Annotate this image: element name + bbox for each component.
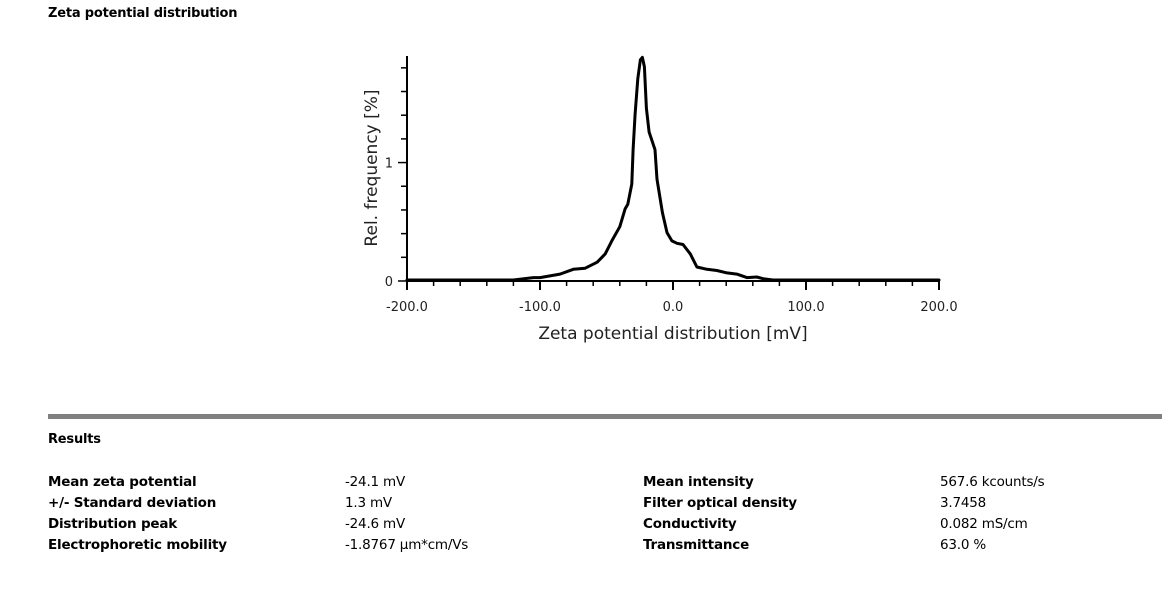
results-right-values: 567.6 kcounts/s 3.7458 0.082 mS/cm 63.0 … — [940, 472, 1045, 556]
result-value-electrophoretic-mobility: -1.8767 µm*cm/Vs — [345, 537, 469, 553]
result-label-distribution-peak: Distribution peak — [48, 516, 178, 532]
result-label-mean-zeta-potential: Mean zeta potential — [48, 474, 197, 490]
chart-tick-labels: -200.0 -100.0 0.0 100.0 200.0 0 1 — [385, 157, 958, 315]
x-tick-label: -100.0 — [519, 300, 561, 315]
results-left-values: -24.1 mV 1.3 mV -24.6 mV -1.8767 µm*cm/V… — [345, 472, 468, 556]
result-value-transmittance: 63.0 % — [940, 537, 986, 553]
result-label-filter-optical-density: Filter optical density — [643, 495, 797, 511]
result-label-mean-intensity: Mean intensity — [643, 474, 754, 490]
result-value-mean-zeta-potential: -24.1 mV — [345, 474, 406, 490]
x-tick-label: 100.0 — [787, 300, 824, 315]
results-right-labels: Mean intensity Filter optical density Co… — [643, 472, 797, 556]
result-label-conductivity: Conductivity — [643, 516, 737, 532]
distribution-curve — [405, 55, 941, 282]
chart-section-title: Zeta potential distribution — [48, 6, 238, 21]
y-tick-label: 0 — [385, 275, 393, 290]
chart-axes — [406, 56, 940, 282]
result-value-mean-intensity: 567.6 kcounts/s — [940, 474, 1045, 490]
result-label-electrophoretic-mobility: Electrophoretic mobility — [48, 537, 227, 553]
result-label-transmittance: Transmittance — [643, 537, 750, 553]
result-value-filter-optical-density: 3.7458 — [940, 495, 987, 511]
x-axis-label: Zeta potential distribution [mV] — [538, 324, 807, 344]
results-left-labels: Mean zeta potential +/- Standard deviati… — [48, 472, 227, 556]
zeta-distribution-chart: -200.0 -100.0 0.0 100.0 200.0 0 1 Zeta potenti… — [362, 55, 958, 344]
result-value-standard-deviation: 1.3 mV — [345, 495, 392, 511]
x-tick-label: -200.0 — [386, 300, 428, 315]
x-tick-label: 0.0 — [663, 300, 684, 315]
x-tick-label: 200.0 — [920, 300, 957, 315]
y-tick-label: 1 — [385, 157, 393, 172]
y-axis-label: Rel. frequency [%] — [362, 89, 382, 246]
result-label-standard-deviation: +/- Standard deviation — [48, 495, 217, 511]
section-divider — [48, 414, 1162, 419]
results-section-title: Results — [48, 432, 101, 447]
chart-ticks — [398, 67, 940, 290]
result-value-conductivity: 0.082 mS/cm — [940, 516, 1028, 532]
result-value-distribution-peak: -24.6 mV — [345, 516, 406, 532]
